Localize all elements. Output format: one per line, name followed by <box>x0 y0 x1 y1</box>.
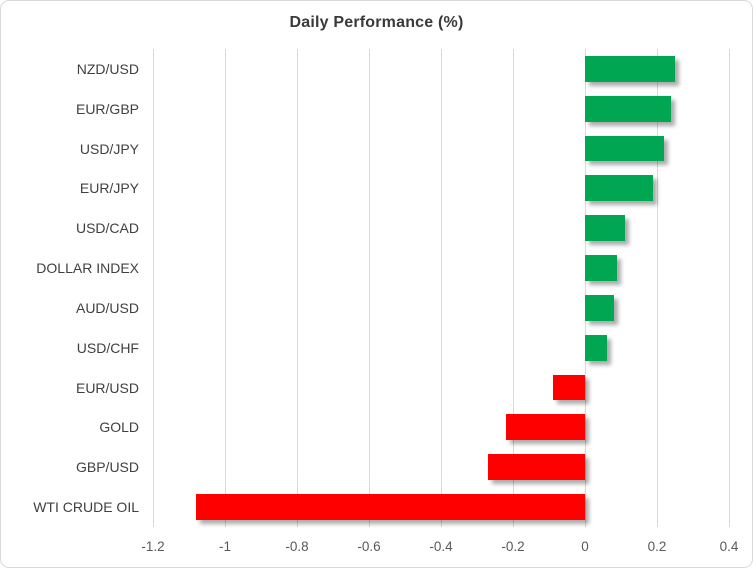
x-axis: -1.2 -1 -0.8 -0.6 -0.4 -0.2 0 0.2 0.4 <box>141 535 738 561</box>
bar-row <box>153 49 729 89</box>
bar-negative <box>487 454 585 481</box>
gridline <box>585 49 586 527</box>
category-label: DOLLAR INDEX <box>36 260 139 277</box>
axis-tick-label: -1 <box>218 539 232 554</box>
category-label: GOLD <box>99 419 139 436</box>
category-label: GBP/USD <box>75 459 139 476</box>
bar-rows <box>153 49 729 527</box>
bar-positive <box>585 255 618 281</box>
gridline <box>513 49 514 527</box>
gridline <box>441 49 442 527</box>
bar-row <box>153 288 729 328</box>
bar-row <box>153 129 729 169</box>
category-label: WTI CRUDE OIL <box>33 499 139 516</box>
category-label: EUR/JPY <box>79 180 139 197</box>
chart-title: Daily Performance (%) <box>289 14 464 31</box>
bar-row <box>153 487 729 527</box>
bar-positive <box>585 334 607 361</box>
bar-row <box>153 89 729 129</box>
axis-tick-label: -0.4 <box>429 539 453 554</box>
category-label: EUR/GBP <box>75 100 139 117</box>
axis-tick-label: 0.4 <box>719 539 739 554</box>
axis-tick-label: 0.2 <box>647 539 667 554</box>
category-label: USD/JPY <box>79 140 139 157</box>
plot-area <box>153 49 730 527</box>
category-label: USD/CAD <box>75 220 139 237</box>
axis-tick-label: -0.8 <box>285 539 309 554</box>
bar-negative <box>552 374 585 401</box>
axis-tick-label: -0.2 <box>501 539 525 554</box>
category-label: AUD/USD <box>75 299 139 316</box>
bar-row <box>153 168 729 208</box>
category-label: USD/CHF <box>76 339 139 356</box>
category-label: NZD/USD <box>76 60 139 77</box>
bar-positive <box>585 135 665 162</box>
bar-negative <box>196 494 585 520</box>
bar-positive <box>585 215 625 242</box>
gridline <box>297 49 298 527</box>
gridline <box>369 49 370 527</box>
gridline <box>657 49 658 527</box>
bar-positive <box>585 95 672 122</box>
axis-tick-label: 0 <box>581 539 589 554</box>
axis-tick-label: -1.2 <box>141 539 165 554</box>
gridline <box>225 49 226 527</box>
bar-positive <box>585 175 654 202</box>
bar-row <box>153 368 729 408</box>
bar-row <box>153 328 729 368</box>
bar-row <box>153 208 729 248</box>
bar-row <box>153 407 729 447</box>
category-label: EUR/USD <box>75 379 139 396</box>
bar-positive <box>585 294 614 321</box>
bar-negative <box>505 414 585 441</box>
bar-row <box>153 248 729 288</box>
bar-row <box>153 447 729 487</box>
bar-positive <box>585 56 675 82</box>
axis-tick-label: -0.6 <box>357 539 381 554</box>
gridline <box>729 49 730 527</box>
category-axis: NZD/USD EUR/GBP USD/JPY EUR/JPY USD/CAD DOLLA… <box>1 49 139 527</box>
gridline <box>153 49 154 527</box>
